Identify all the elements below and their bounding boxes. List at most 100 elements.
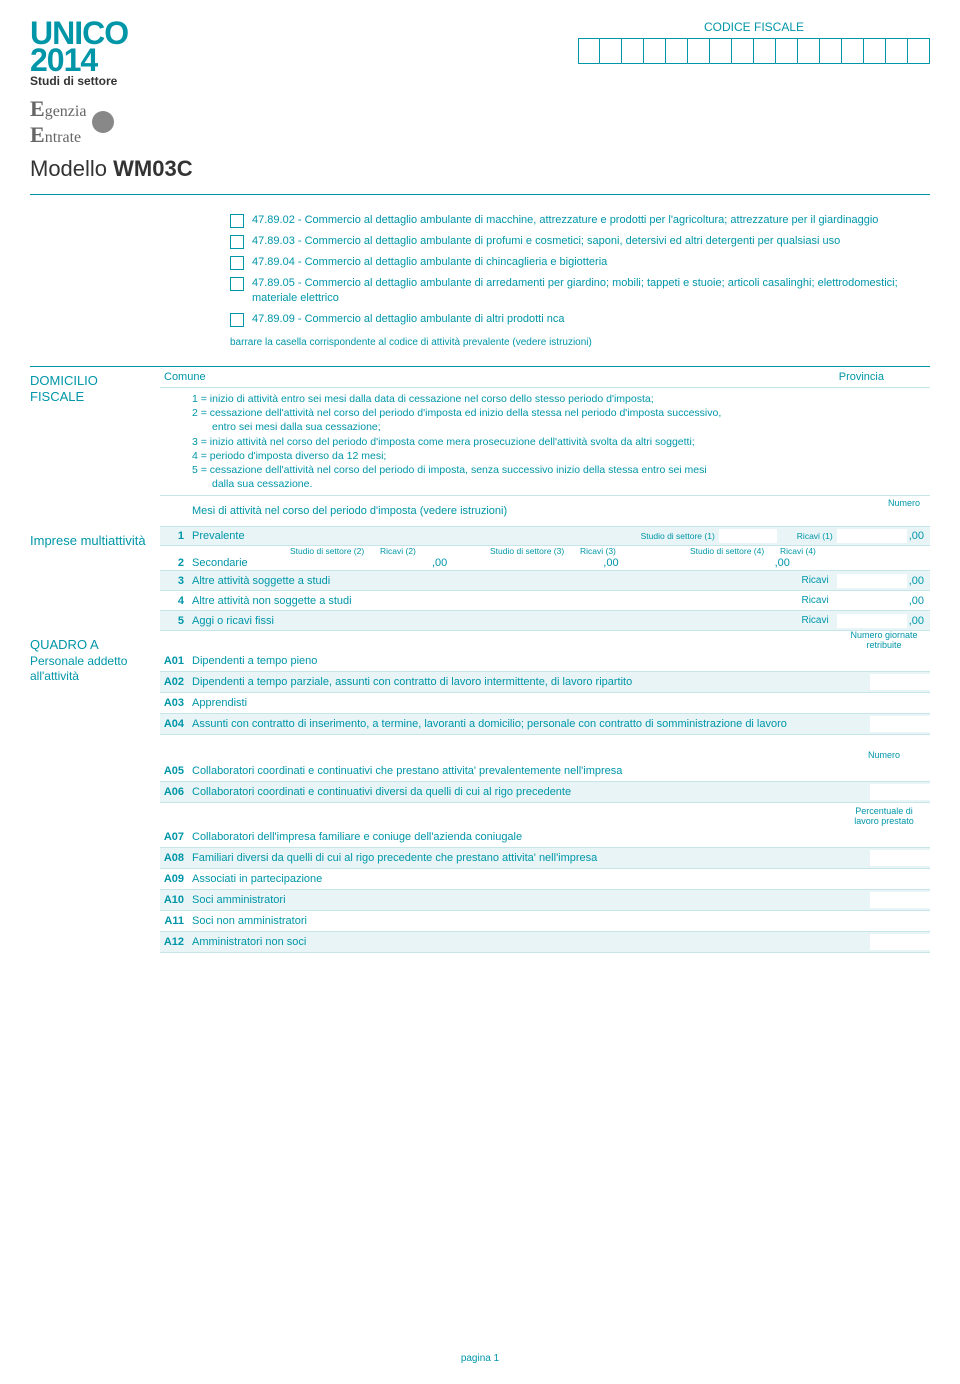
activity-text: 47.89.09 - Commercio al dettaglio ambula… bbox=[252, 312, 564, 327]
row-text: Dipendenti a tempo pieno bbox=[192, 655, 870, 667]
mesi-field[interactable] bbox=[884, 508, 924, 524]
quadro-a-row: A05 Collaboratori coordinati e continuat… bbox=[160, 761, 930, 782]
divider bbox=[30, 194, 930, 195]
value-field[interactable] bbox=[870, 784, 930, 800]
cf-box[interactable] bbox=[886, 38, 908, 64]
quadro-a-row: A02 Dipendenti a tempo parziale, assunti… bbox=[160, 672, 930, 693]
value-field[interactable] bbox=[870, 674, 930, 690]
value-field[interactable] bbox=[870, 653, 930, 669]
quadro-a-row: A09 Associati in partecipazione bbox=[160, 869, 930, 890]
numero-label: Numero bbox=[884, 498, 924, 508]
row-4: 4 Altre attività non soggette a studi Ri… bbox=[160, 591, 930, 611]
quadro-a-row: A10 Soci amministratori bbox=[160, 890, 930, 911]
row-text: Collaboratori coordinati e continuativi … bbox=[192, 786, 870, 798]
cf-box[interactable] bbox=[820, 38, 842, 64]
cf-box[interactable] bbox=[578, 38, 600, 64]
modello-title: Modello WM03C bbox=[30, 156, 210, 182]
row-text: Familiari diversi da quelli di cui al ri… bbox=[192, 852, 870, 864]
studio1-field[interactable] bbox=[719, 529, 777, 543]
year: 2014 bbox=[30, 47, 210, 74]
page: UNICO 2014 Studi di settore Egenzia Entr… bbox=[0, 0, 960, 1384]
row-code: A03 bbox=[160, 697, 192, 709]
row-text: Soci amministratori bbox=[192, 894, 870, 906]
ricavi-field-5[interactable] bbox=[837, 614, 907, 628]
quadro-a-row: A11 Soci non amministratori bbox=[160, 911, 930, 932]
page-number: pagina 1 bbox=[30, 1353, 930, 1364]
ricavi1-field[interactable] bbox=[837, 529, 907, 543]
activity-checkbox[interactable] bbox=[230, 256, 244, 270]
row-text: Amministratori non soci bbox=[192, 936, 870, 948]
agenzia-text: Egenzia Entrate bbox=[30, 96, 86, 148]
mesi-row: Mesi di attività nel corso del periodo d… bbox=[160, 496, 930, 527]
activity-checkbox[interactable] bbox=[230, 313, 244, 327]
ricavi-field-4[interactable] bbox=[837, 594, 907, 608]
codice-fiscale-block: CODICE FISCALE bbox=[578, 20, 930, 64]
comune-label: Comune bbox=[160, 371, 220, 383]
cf-box[interactable] bbox=[908, 38, 930, 64]
comune-field[interactable] bbox=[220, 369, 660, 385]
cf-label: CODICE FISCALE bbox=[578, 20, 930, 34]
row-code: A01 bbox=[160, 655, 192, 667]
logo-block: UNICO 2014 Studi di settore Egenzia Entr… bbox=[30, 20, 210, 182]
row-code: A04 bbox=[160, 718, 192, 730]
value-field[interactable] bbox=[870, 850, 930, 866]
cf-box[interactable] bbox=[710, 38, 732, 64]
provincia-field[interactable] bbox=[890, 369, 930, 385]
value-field[interactable] bbox=[870, 892, 930, 908]
activity-checkbox[interactable] bbox=[230, 235, 244, 249]
cf-box[interactable] bbox=[622, 38, 644, 64]
value-field[interactable] bbox=[870, 934, 930, 950]
ricavi2-field[interactable] bbox=[360, 556, 430, 570]
imprese-title: Imprese multiattività bbox=[30, 527, 160, 631]
cf-box[interactable] bbox=[688, 38, 710, 64]
ricavi3-field[interactable] bbox=[531, 556, 601, 570]
cf-box[interactable] bbox=[842, 38, 864, 64]
value-field[interactable] bbox=[870, 829, 930, 845]
quadro-a-title: QUADRO A Personale addetto all'attività bbox=[30, 631, 160, 952]
cf-boxes bbox=[578, 38, 930, 64]
ricavi4-field[interactable] bbox=[703, 556, 773, 570]
mesi-label: Mesi di attività nel corso del periodo d… bbox=[160, 505, 884, 517]
value-field[interactable] bbox=[870, 716, 930, 732]
value-field[interactable] bbox=[870, 763, 930, 779]
activity-checkbox[interactable] bbox=[230, 277, 244, 291]
studio3-field[interactable] bbox=[453, 556, 511, 570]
quadro-a-row: A08 Familiari diversi da quelli di cui a… bbox=[160, 848, 930, 869]
quadro-a-row: A12 Amministratori non soci bbox=[160, 932, 930, 953]
row-text: Collaboratori dell'impresa familiare e c… bbox=[192, 831, 870, 843]
header: UNICO 2014 Studi di settore Egenzia Entr… bbox=[30, 20, 930, 182]
row-text: Associati in partecipazione bbox=[192, 873, 870, 885]
row-code: A07 bbox=[160, 831, 192, 843]
activity-row: 47.89.09 - Commercio al dettaglio ambula… bbox=[230, 312, 930, 327]
cf-box[interactable] bbox=[600, 38, 622, 64]
row-code: A11 bbox=[160, 915, 192, 927]
cf-box[interactable] bbox=[732, 38, 754, 64]
row-code: A02 bbox=[160, 676, 192, 688]
cf-box[interactable] bbox=[644, 38, 666, 64]
value-field[interactable] bbox=[870, 913, 930, 929]
row-3: 3 Altre attività soggette a studi Ricavi… bbox=[160, 571, 930, 591]
row-text: Apprendisti bbox=[192, 697, 870, 709]
quadro-a-row: A03 Apprendisti bbox=[160, 693, 930, 714]
section-domicilio: DOMICILIO FISCALE Comune Provincia 1 = i… bbox=[30, 366, 930, 527]
cf-box[interactable] bbox=[798, 38, 820, 64]
activity-text: 47.89.04 - Commercio al dettaglio ambula… bbox=[252, 255, 607, 270]
ricavi-field-3[interactable] bbox=[837, 574, 907, 588]
cf-box[interactable] bbox=[864, 38, 886, 64]
prevalente-label: Prevalente bbox=[192, 530, 641, 542]
row-code: A05 bbox=[160, 765, 192, 777]
cf-box[interactable] bbox=[754, 38, 776, 64]
studio4-field[interactable] bbox=[625, 556, 683, 570]
section-imprese: Imprese multiattività 1 Prevalente Studi… bbox=[30, 527, 930, 631]
cf-box[interactable] bbox=[776, 38, 798, 64]
value-field[interactable] bbox=[870, 695, 930, 711]
studio2-field[interactable] bbox=[282, 556, 340, 570]
agenzia-logo: Egenzia Entrate bbox=[30, 96, 210, 148]
activity-codes: 47.89.02 - Commercio al dettaglio ambula… bbox=[230, 213, 930, 348]
cf-box[interactable] bbox=[666, 38, 688, 64]
activity-checkbox[interactable] bbox=[230, 214, 244, 228]
quadro-a-row: A04 Assunti con contratto di inserimento… bbox=[160, 714, 930, 735]
quadro-a-row: A01 Dipendenti a tempo pieno bbox=[160, 651, 930, 672]
value-field[interactable] bbox=[870, 871, 930, 887]
activity-row: 47.89.02 - Commercio al dettaglio ambula… bbox=[230, 213, 930, 228]
